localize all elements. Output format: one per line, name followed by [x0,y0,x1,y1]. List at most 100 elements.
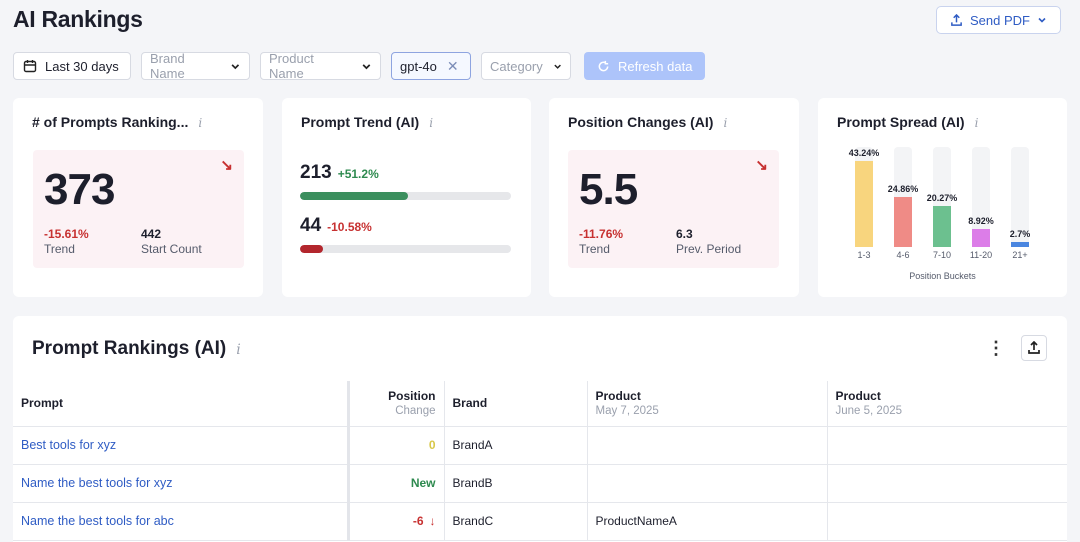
card-title: Prompt Spread (AI) [837,114,965,130]
x-tick-label: 21+ [1012,250,1028,260]
bar-track-21+ [1011,147,1029,247]
trend-up-bar [300,192,511,200]
export-button[interactable] [1021,335,1047,361]
table-header-row: Prompt Position Change Brand Product May 7… [13,381,1067,427]
product-cell [827,426,1067,465]
position-change: New [348,464,445,503]
bar-value-label: 43.24% [848,147,880,158]
position-changes-card: Position Changes (AI) i 5.5 ↘ -11.76% Tre… [549,98,799,297]
col-brand[interactable]: Brand [444,381,588,427]
col-position-sub: Change [395,405,436,418]
model-chip-label: gpt-4o [400,58,437,74]
refresh-data-label: Refresh data [618,58,693,74]
prompt-link[interactable]: Name the best tools for xyz [13,464,350,503]
x-axis-label: Position Buckets [909,271,976,281]
date-range-label: Last 30 days [45,58,119,74]
info-icon[interactable]: i [198,116,203,130]
chevron-down-icon [1038,17,1046,23]
col-product-2-date: June 5, 2025 [835,405,903,418]
bar-value-label: 24.86% [887,184,919,195]
send-pdf-label: Send PDF [970,12,1030,28]
col-prompt[interactable]: Prompt [13,381,350,427]
product-name-select[interactable]: Product Name [260,51,381,81]
prompts-ranking-card: # of Prompts Ranking... i 373 ↘ -15.61% T… [13,98,263,297]
table-title-wrap: Prompt Rankings (AI) i [32,338,241,360]
trend-row-down: 44 -10.58% [300,215,372,237]
position-change: 0 [348,426,445,465]
date-range-picker[interactable]: Last 30 days [13,52,131,80]
product-cell [827,464,1067,503]
position-change-value: -6 [412,514,424,528]
kpi-box: 373 ↘ -15.61% Trend 442 Start Count [33,150,244,268]
product-cell: ProductNameA [587,502,828,541]
trend-up-value: 213 [300,162,332,183]
refresh-data-button[interactable]: Refresh data [584,52,706,80]
prev-period-label: Prev. Period [676,242,742,256]
start-count-value: 442 [141,227,162,241]
bar-4-6[interactable] [894,197,912,247]
col-position[interactable]: Position Change [348,381,445,427]
trend-down-bar [300,245,511,253]
trend-up-change: +51.2% [337,167,379,181]
brand-name-select[interactable]: Brand Name [141,51,250,81]
trend-down-bar-fill [300,245,324,253]
refresh-icon [598,60,609,71]
info-icon[interactable]: i [236,342,241,358]
upload-icon [1028,341,1040,354]
bar-11-20[interactable] [972,229,990,247]
prompt-spread-card: Prompt Spread (AI) i 43.24% 1-3 24.86% 4-6 20… [818,98,1067,297]
prev-period-value: 6.3 [676,227,693,241]
product-cell [587,426,828,465]
arrow-down-icon: ↓ [429,514,436,528]
bar-track-11-20 [972,147,990,247]
col-position-label: Position [388,389,436,404]
calendar-icon [23,60,37,73]
bar-7-10[interactable] [933,206,951,247]
trend-up-bar-fill [300,192,408,200]
kpi-value: 5.5 [579,165,638,214]
position-changes-title-wrap: Position Changes (AI) i [568,114,727,130]
trend-value: -15.61% [44,227,89,241]
trend-down-change: -10.58% [327,220,372,234]
col-product-2[interactable]: Product June 5, 2025 [827,381,1067,427]
trend-label: Trend [579,242,610,256]
product-name-placeholder: Product Name [269,51,314,81]
table-row: Best tools for xyz 0 BrandA [13,426,1067,465]
prompt-link[interactable]: Best tools for xyz [13,426,350,465]
col-product-1[interactable]: Product May 7, 2025 [587,381,828,427]
bar-value-label: 20.27% [926,193,958,204]
info-icon[interactable]: i [429,116,434,130]
trend-row-up: 213 +51.2% [300,162,379,184]
bar-1-3[interactable] [855,160,873,247]
category-select[interactable]: Category [481,52,571,80]
prompt-trend-card: Prompt Trend (AI) i 213 +51.2% 44 -10.58% [282,98,531,297]
card-title: Position Changes (AI) [568,114,714,130]
model-filter-chip[interactable]: gpt-4o ✕ [391,52,471,80]
bar-value-label: 8.92% [968,216,994,227]
x-tick-label: 1-3 [857,250,871,260]
prompt-trend-title-wrap: Prompt Trend (AI) i [301,114,433,130]
category-placeholder: Category [490,58,543,74]
x-tick-label: 4-6 [896,250,910,260]
kpi-box: 5.5 ↘ -11.76% Trend 6.3 Prev. Period [568,150,779,268]
bar-21+[interactable] [1011,241,1029,247]
prompts-ranking-title-wrap: # of Prompts Ranking... i [32,114,202,130]
info-icon[interactable]: i [974,116,979,130]
more-options-icon[interactable]: ⋮ [987,338,1005,358]
brand-name-placeholder: Brand Name [150,51,185,81]
x-tick-label: 11-20 [969,250,993,260]
chevron-down-icon [554,64,561,69]
brand-cell: BrandB [444,464,588,503]
prompt-link[interactable]: Name the best tools for abc [13,502,350,541]
chevron-down-icon [231,63,240,69]
info-icon[interactable]: i [723,116,728,130]
chevron-down-icon [362,63,371,69]
brand-cell: BrandA [444,426,588,465]
product-cell [587,464,828,503]
table-row: Name the best tools for abc -6 ↓ BrandC P… [13,502,1067,541]
send-pdf-button[interactable]: Send PDF [936,6,1061,34]
table-title: Prompt Rankings (AI) [32,338,227,359]
trend-label: Trend [44,242,75,256]
prompt-rankings-table: Prompt Position Change Brand Product May 7… [13,381,1067,541]
remove-chip-icon[interactable]: ✕ [446,57,459,74]
